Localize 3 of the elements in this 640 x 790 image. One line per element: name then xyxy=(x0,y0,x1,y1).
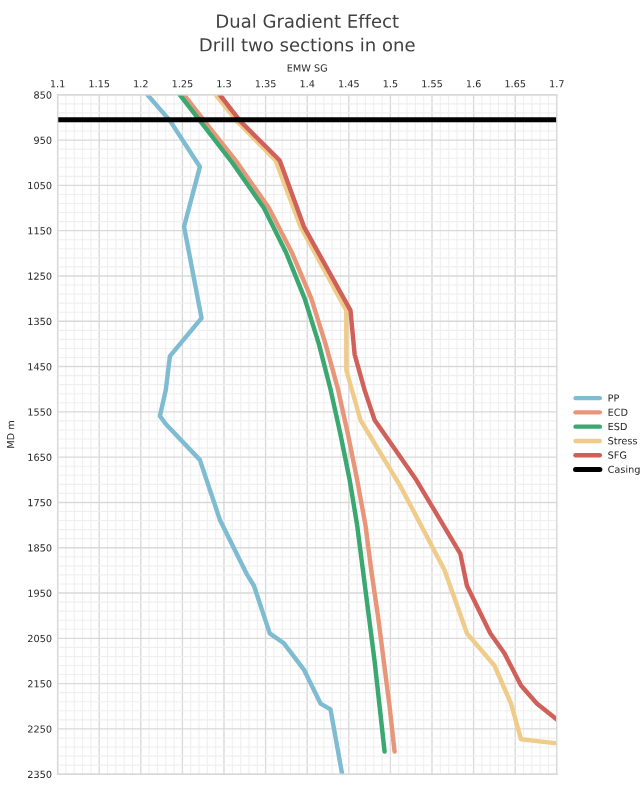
line-series xyxy=(145,94,345,775)
chart-subtitle: Drill two sections in one xyxy=(200,37,415,52)
chart-title: Dual Gradient Effect xyxy=(217,13,399,28)
